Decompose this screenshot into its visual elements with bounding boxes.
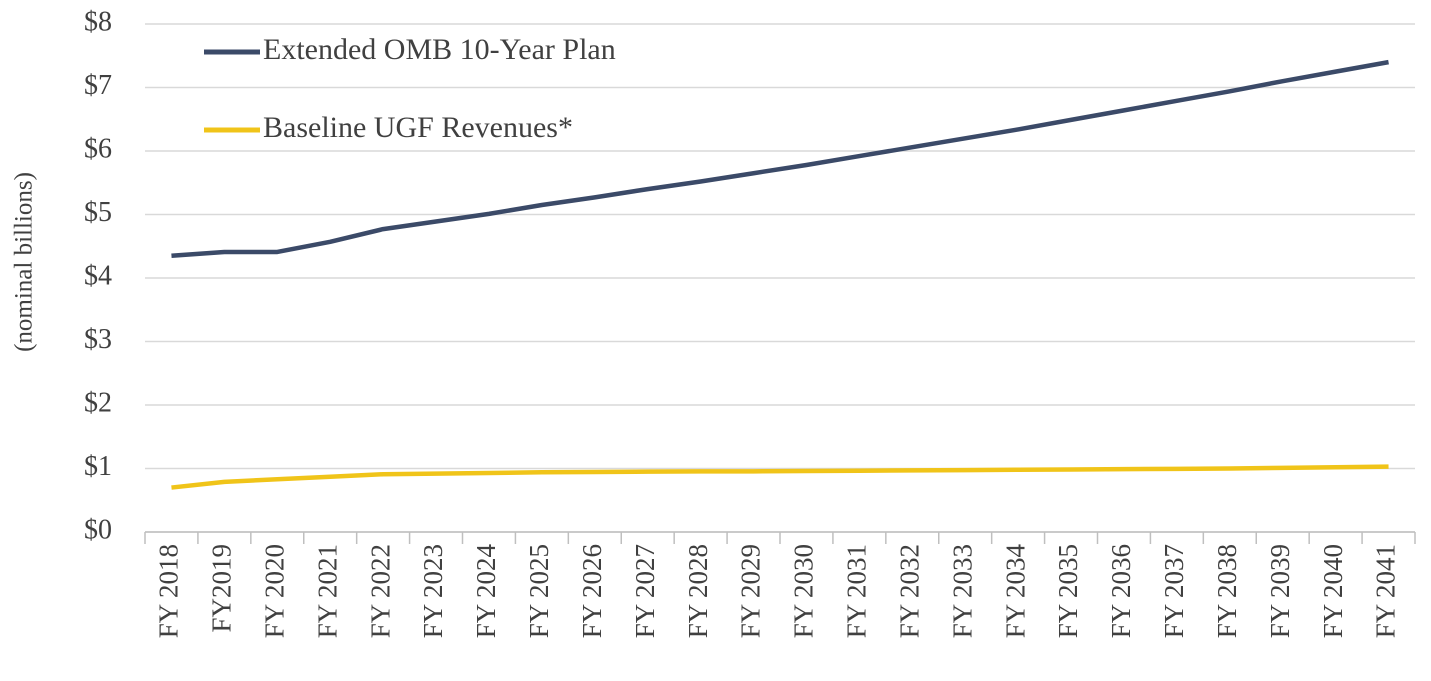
y-tick-label: $8 <box>84 6 112 37</box>
legend-label: Baseline UGF Revenues* <box>263 111 573 144</box>
x-tick-label: FY 2036 <box>1106 544 1136 638</box>
x-tick-label: FY 2031 <box>842 544 872 638</box>
x-tick-label: FY 2034 <box>1000 544 1030 639</box>
x-tick-label: FY 2021 <box>312 544 342 638</box>
y-tick-label: $4 <box>84 260 112 291</box>
x-tick-label: FY2019 <box>207 544 237 633</box>
x-tick-label: FY 2030 <box>789 544 819 638</box>
x-tick-label: FY 2039 <box>1265 544 1295 638</box>
x-tick-label: FY 2024 <box>471 544 501 639</box>
x-tick-label: FY 2022 <box>365 544 395 638</box>
x-tick-label: FY 2018 <box>154 544 184 638</box>
y-tick-label: $3 <box>84 324 112 355</box>
x-tick-label: FY 2038 <box>1212 544 1242 638</box>
data-line <box>171 59 1389 259</box>
x-tick-label: FY 2035 <box>1053 544 1083 638</box>
x-tick-label: FY 2040 <box>1318 544 1348 638</box>
y-tick-label: $2 <box>84 387 112 418</box>
x-tick-label: FY 2028 <box>683 544 713 638</box>
x-tick-label: FY 2029 <box>736 544 766 638</box>
x-tick-label: FY 2020 <box>259 544 289 638</box>
x-tick-label: FY 2032 <box>894 544 924 638</box>
x-tick-label: FY 2023 <box>418 544 448 638</box>
x-tick-label: FY 2027 <box>630 544 660 638</box>
y-tick-label: $1 <box>84 451 112 482</box>
y-tick-label: $7 <box>84 70 112 101</box>
x-tick-label: FY 2026 <box>577 544 607 638</box>
legend-label: Extended OMB 10-Year Plan <box>263 33 616 66</box>
x-tick-label: FY 2025 <box>524 544 554 638</box>
data-line <box>171 464 1389 490</box>
x-tick-label: FY 2041 <box>1371 544 1401 638</box>
x-tick-label: FY 2037 <box>1159 544 1189 638</box>
y-tick-label: $5 <box>84 197 112 228</box>
x-tick-label: FY 2033 <box>947 544 977 638</box>
y-axis-label: (nominal billions) <box>11 172 38 352</box>
y-tick-label: $0 <box>84 514 112 545</box>
y-tick-label: $6 <box>84 133 112 164</box>
